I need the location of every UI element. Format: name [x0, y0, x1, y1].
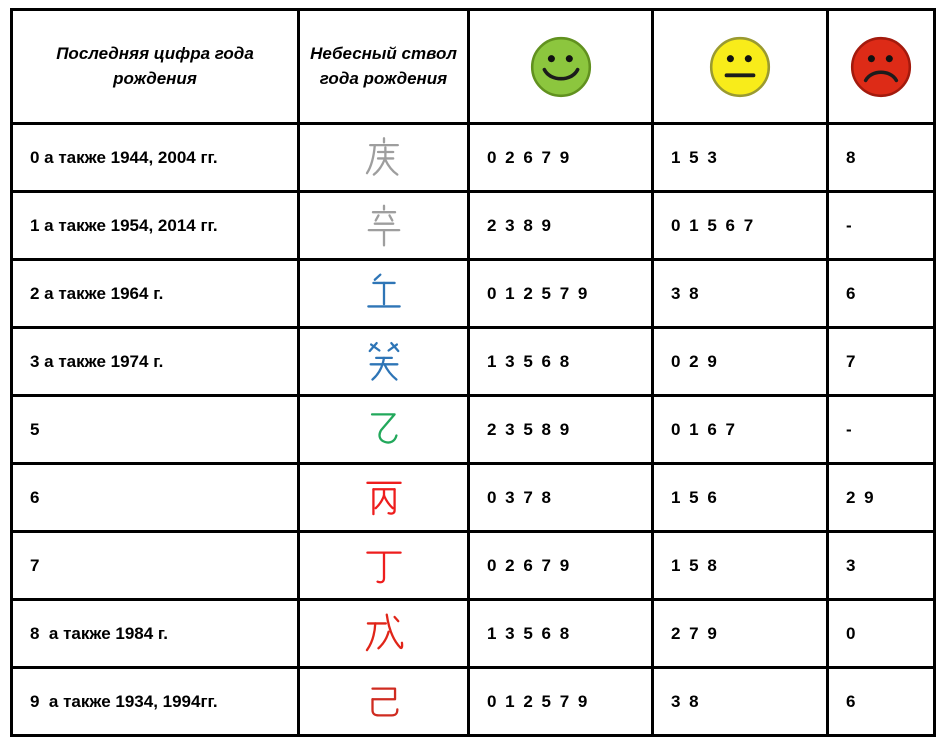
neutral-years-cell: 1 5 8 — [651, 530, 829, 601]
last-digit-cell: 1 а также 1954, 2014 гг. — [10, 190, 300, 261]
header-heavenly-stem-label: Небесный ствол года рождения — [310, 43, 457, 88]
last-digit-cell: 5 — [10, 394, 300, 465]
heavenly-stem-glyph — [297, 258, 470, 329]
header-neutral-years — [651, 8, 829, 125]
bad-years-cell: 8 — [826, 122, 936, 193]
neutral-years-cell: 1 5 6 — [651, 462, 829, 533]
last-digit-cell: 2 а также 1964 г. — [10, 258, 300, 329]
neutral-years-cell: 0 2 9 — [651, 326, 829, 397]
heavenly-stem-glyph — [297, 394, 470, 465]
heavenly-stem-glyph — [297, 666, 470, 737]
last-digit-cell: 9 а также 1934, 1994гг. — [10, 666, 300, 737]
neutral-years-cell: 3 8 — [651, 258, 829, 329]
yellow-neutral-smiley-icon — [654, 35, 826, 99]
good-years-cell: 0 1 2 5 7 9 — [467, 666, 654, 737]
bad-years-cell: 6 — [826, 258, 936, 329]
red-sad-smiley-icon — [829, 35, 933, 99]
heavenly-stem-glyph — [297, 326, 470, 397]
heavenly-stem-table: Последняя цифра года рождения Небесный с… — [10, 8, 936, 737]
bad-years-cell: 7 — [826, 326, 936, 397]
bad-years-cell: - — [826, 394, 936, 465]
header-heavenly-stem: Небесный ствол года рождения — [297, 8, 470, 125]
heavenly-stem-glyph — [297, 598, 470, 669]
good-years-cell: 0 2 6 7 9 — [467, 530, 654, 601]
heavenly-stem-glyph — [297, 530, 470, 601]
neutral-years-cell: 0 1 5 6 7 — [651, 190, 829, 261]
header-last-digit-label: Последняя цифра года рождения — [56, 43, 254, 88]
good-years-cell: 2 3 8 9 — [467, 190, 654, 261]
last-digit-cell: 3 а также 1974 г. — [10, 326, 300, 397]
good-years-cell: 0 3 7 8 — [467, 462, 654, 533]
last-digit-cell: 7 — [10, 530, 300, 601]
neutral-years-cell: 1 5 3 — [651, 122, 829, 193]
bad-years-cell: - — [826, 190, 936, 261]
bad-years-cell: 6 — [826, 666, 936, 737]
neutral-years-cell: 0 1 6 7 — [651, 394, 829, 465]
heavenly-stem-glyph — [297, 122, 470, 193]
green-happy-smiley-icon — [470, 35, 651, 99]
last-digit-cell: 0 а также 1944, 2004 гг. — [10, 122, 300, 193]
good-years-cell: 2 3 5 8 9 — [467, 394, 654, 465]
last-digit-cell: 8 а также 1984 г. — [10, 598, 300, 669]
heavenly-stem-glyph — [297, 462, 470, 533]
good-years-cell: 1 3 5 6 8 — [467, 598, 654, 669]
good-years-cell: 1 3 5 6 8 — [467, 326, 654, 397]
last-digit-cell: 6 — [10, 462, 300, 533]
table-header-row: Последняя цифра года рождения Небесный с… — [10, 8, 936, 125]
good-years-cell: 0 2 6 7 9 — [467, 122, 654, 193]
header-good-years — [467, 8, 654, 125]
neutral-years-cell: 3 8 — [651, 666, 829, 737]
bad-years-cell: 0 — [826, 598, 936, 669]
header-last-digit: Последняя цифра года рождения — [10, 8, 300, 125]
bad-years-cell: 2 9 — [826, 462, 936, 533]
header-bad-years — [826, 8, 936, 125]
bad-years-cell: 3 — [826, 530, 936, 601]
good-years-cell: 0 1 2 5 7 9 — [467, 258, 654, 329]
heavenly-stem-glyph — [297, 190, 470, 261]
neutral-years-cell: 2 7 9 — [651, 598, 829, 669]
